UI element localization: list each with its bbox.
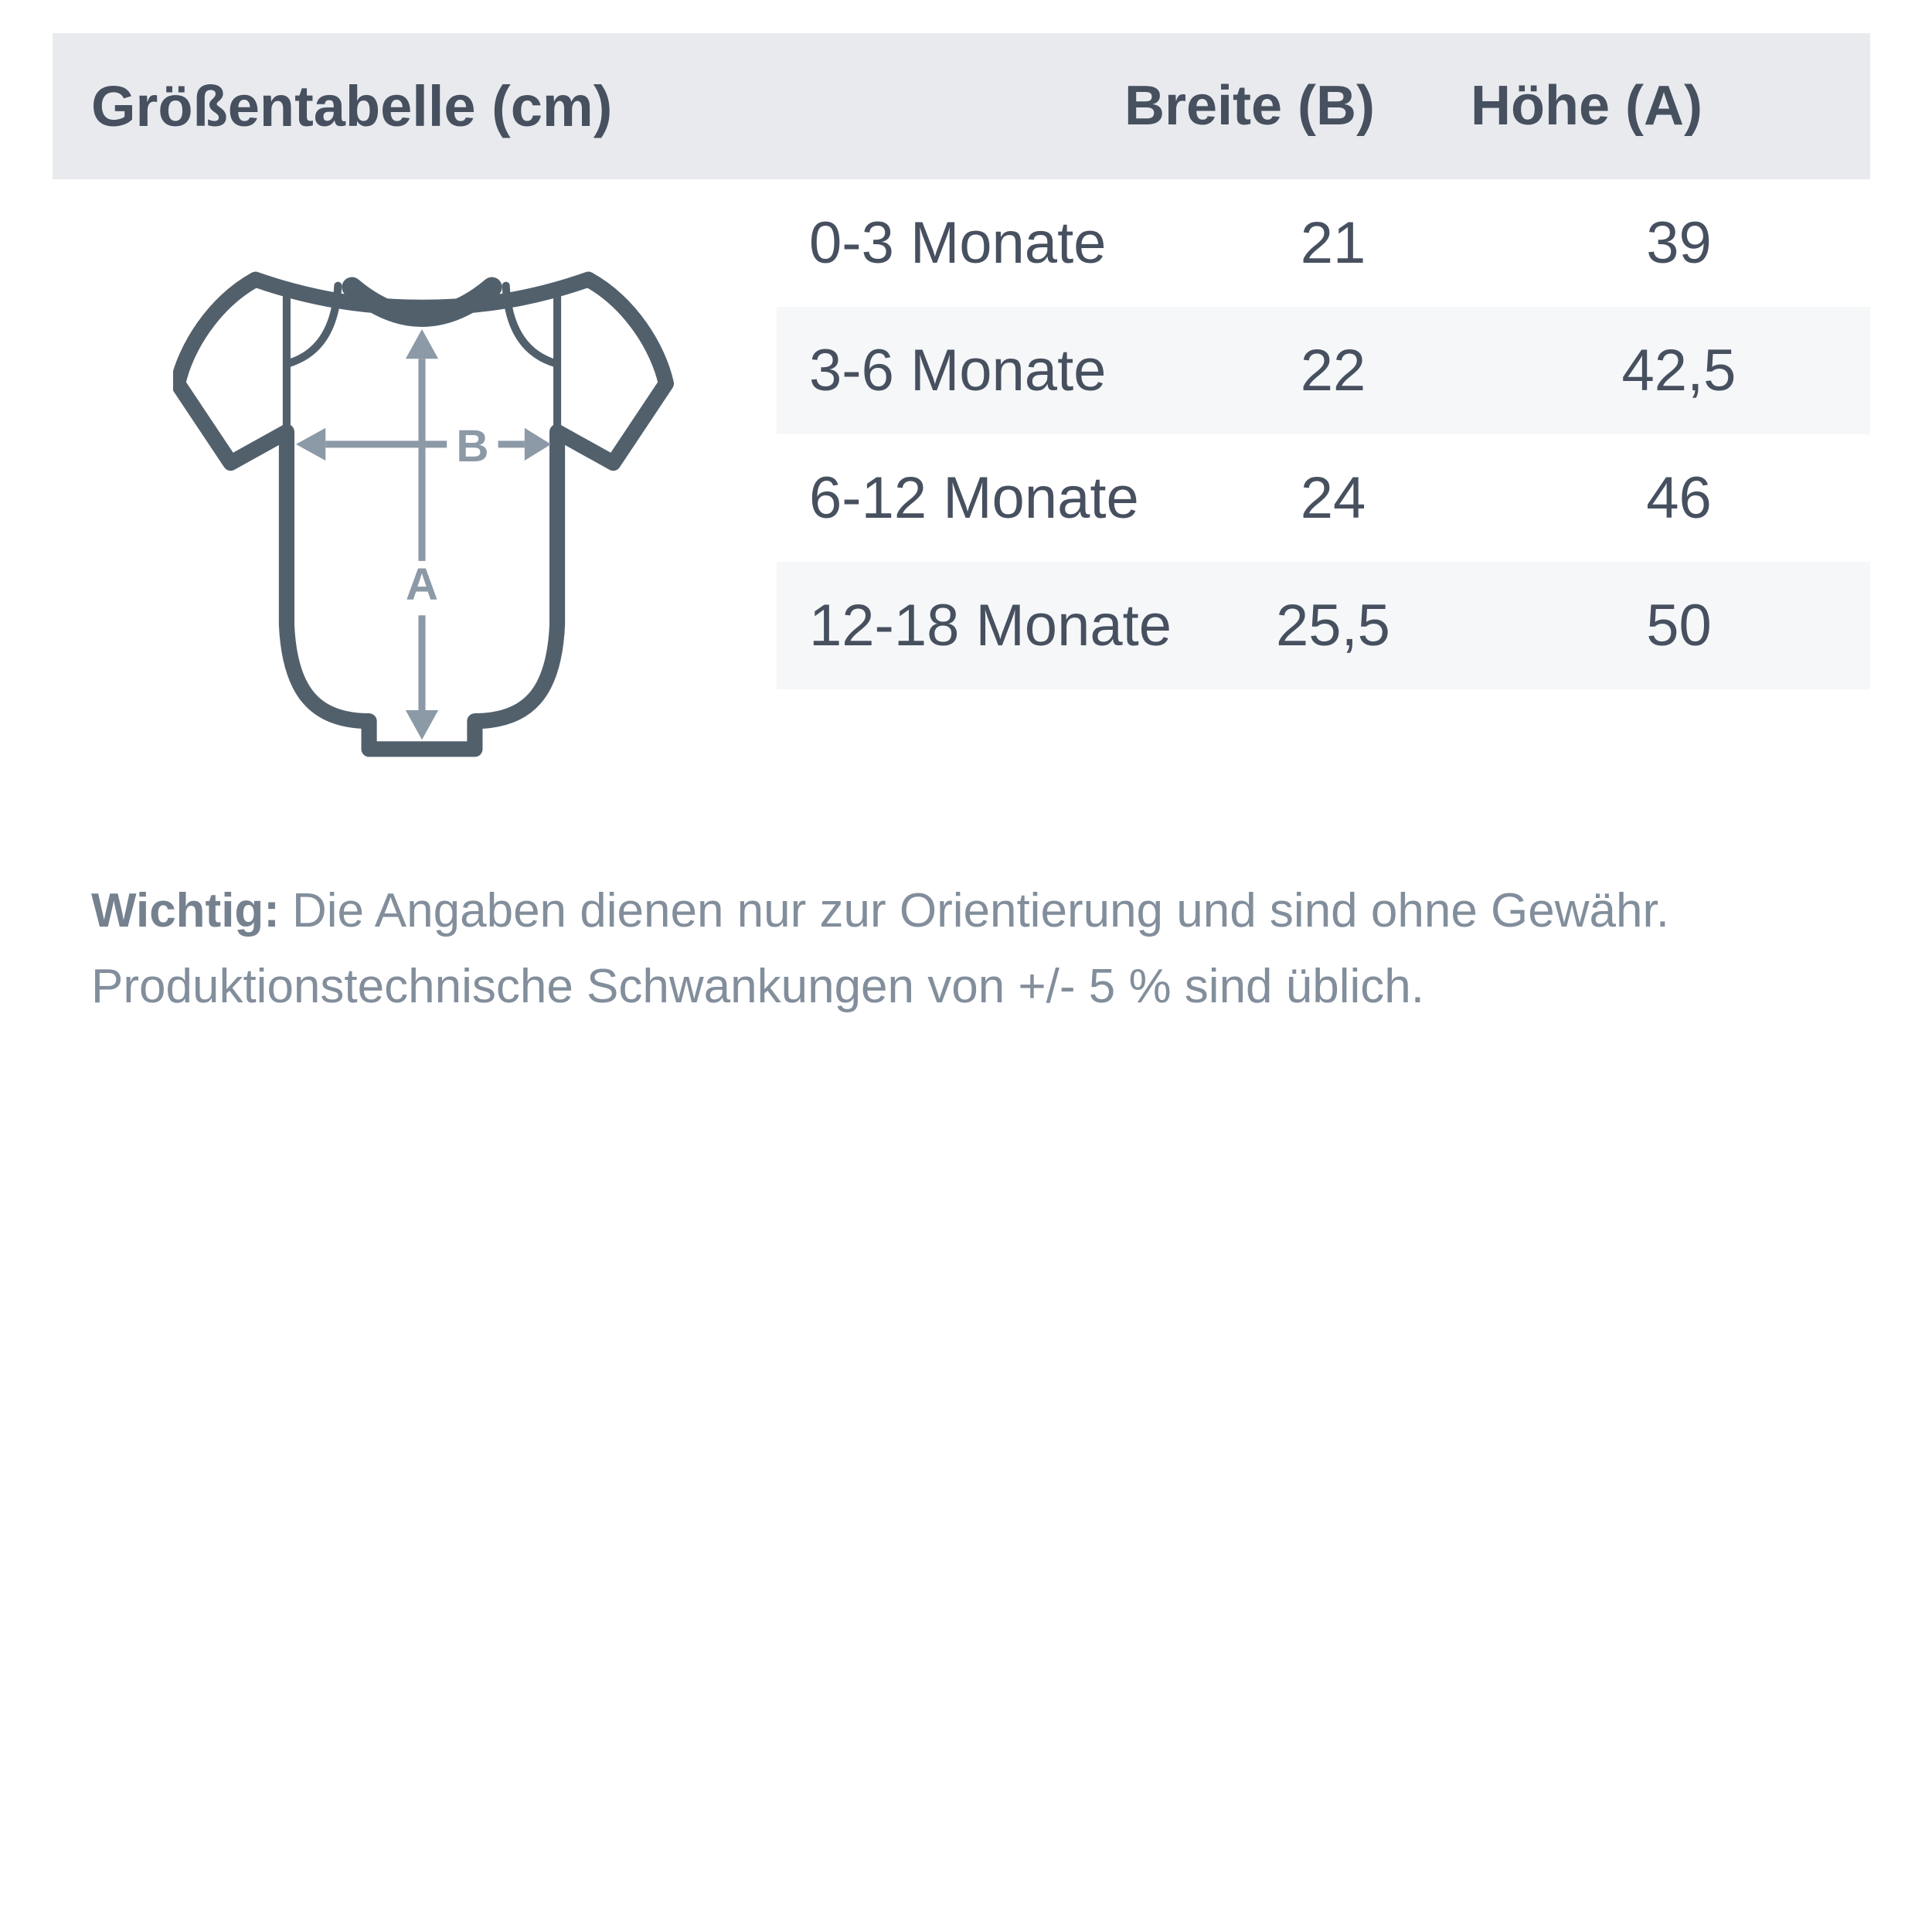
cell-hoehe-value: 42,5 [1621,338,1736,403]
page-title: Größentabelle (cm) [91,74,613,138]
cell-breite-value: 21 [1300,210,1366,276]
cell-hoehe-value: 46 [1646,465,1712,531]
footnote: Wichtig: Die Angaben dienen nur zur Orien… [91,873,1838,1025]
table-row: 12-18 Monate 25,5 50 [777,562,1870,689]
bodysuit-svg: B A [173,271,674,757]
footnote-line2: Produktionstechnische Schwankungen von +… [91,960,1424,1013]
cell-size-label: 0-3 Monate [809,210,1107,276]
cell-size-label: 12-18 Monate [809,593,1172,658]
cell-breite-value: 24 [1300,465,1366,531]
cell-breite-value: 25,5 [1276,593,1390,658]
footnote-line1: Die Angaben dienen nur zur Orientierung … [291,884,1669,937]
cell-hoehe-value: 39 [1646,210,1712,276]
table-header-bar: Größentabelle (cm) Breite (B) Höhe (A) [53,33,1870,179]
height-letter-label: A [406,560,438,610]
arrow-up-icon [405,328,439,359]
cell-size-label: 3-6 Monate [809,338,1107,403]
size-table: 0-3 Monate 21 39 3-6 Monate 22 42,5 6-12… [777,179,1870,689]
arrow-left-icon [295,427,326,461]
table-row: 6-12 Monate 24 46 [777,434,1870,562]
cell-hoehe-value: 50 [1646,593,1712,658]
height-arrow: A [405,328,439,740]
column-header-hoehe: Höhe (A) [1471,75,1702,137]
right-armhole-seam [502,281,562,436]
table-row: 3-6 Monate 22 42,5 [777,307,1870,434]
column-header-breite: Breite (B) [1124,75,1376,137]
width-letter-label: B [456,421,488,471]
table-row: 0-3 Monate 21 39 [777,179,1870,307]
left-armhole-seam [282,281,342,436]
neckline-icon [342,277,502,327]
width-arrow: B [295,421,552,471]
arrow-down-icon [405,710,439,740]
cell-size-label: 6-12 Monate [809,465,1139,531]
arrow-right-icon [524,427,552,461]
baby-bodysuit-diagram: B A [173,267,674,773]
cell-breite-value: 22 [1300,338,1366,403]
footnote-label: Wichtig: [91,884,280,937]
